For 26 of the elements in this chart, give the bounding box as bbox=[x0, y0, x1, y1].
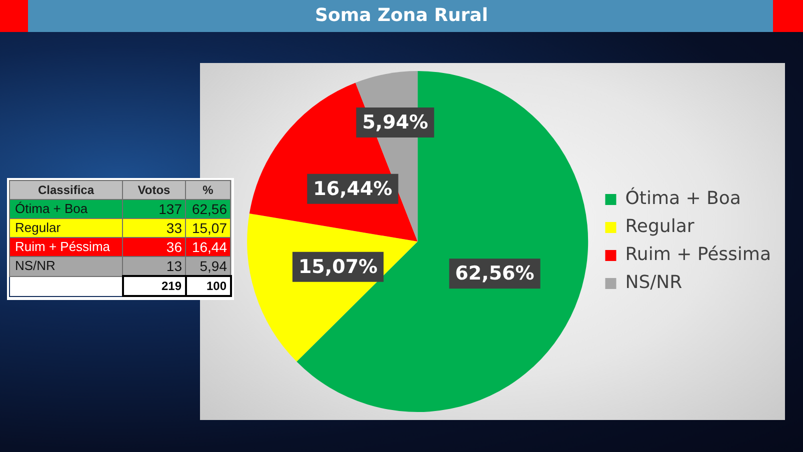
data-label: 33 bbox=[122, 218, 186, 238]
data-label: 62,56% bbox=[455, 262, 534, 285]
category-label: Regular bbox=[10, 218, 122, 238]
text: 219 bbox=[122, 276, 186, 296]
data-label: 5,94% bbox=[362, 111, 428, 134]
data-label: 137 bbox=[122, 200, 186, 218]
data-label: 36 bbox=[122, 238, 186, 256]
data-label: 5,94 bbox=[186, 256, 230, 276]
text: 100 bbox=[186, 276, 230, 296]
category-label: Ótima + Boa bbox=[10, 200, 122, 218]
data-label: 62,56 bbox=[186, 200, 230, 218]
category-label: Ruim + Péssima bbox=[10, 238, 122, 256]
data-label: 16,44% bbox=[313, 178, 392, 200]
data-label: 13 bbox=[122, 256, 186, 276]
legend-label: Ótima + Boa bbox=[625, 187, 741, 210]
series-label: % bbox=[186, 180, 230, 200]
legend-label: Regular bbox=[625, 216, 695, 238]
legend-label: Votos bbox=[122, 180, 186, 200]
data-label: 16,44 bbox=[186, 238, 230, 256]
data-label: 15,07% bbox=[298, 256, 378, 278]
category-label: NS/NR bbox=[10, 256, 122, 276]
data-label: 15,07 bbox=[186, 218, 230, 238]
legend-label: Ruim + Péssima bbox=[625, 244, 772, 266]
chart-title: Soma Zona Rural bbox=[314, 5, 488, 26]
text: Classifica bbox=[10, 180, 122, 200]
legend-label: NS/NR bbox=[625, 272, 682, 294]
